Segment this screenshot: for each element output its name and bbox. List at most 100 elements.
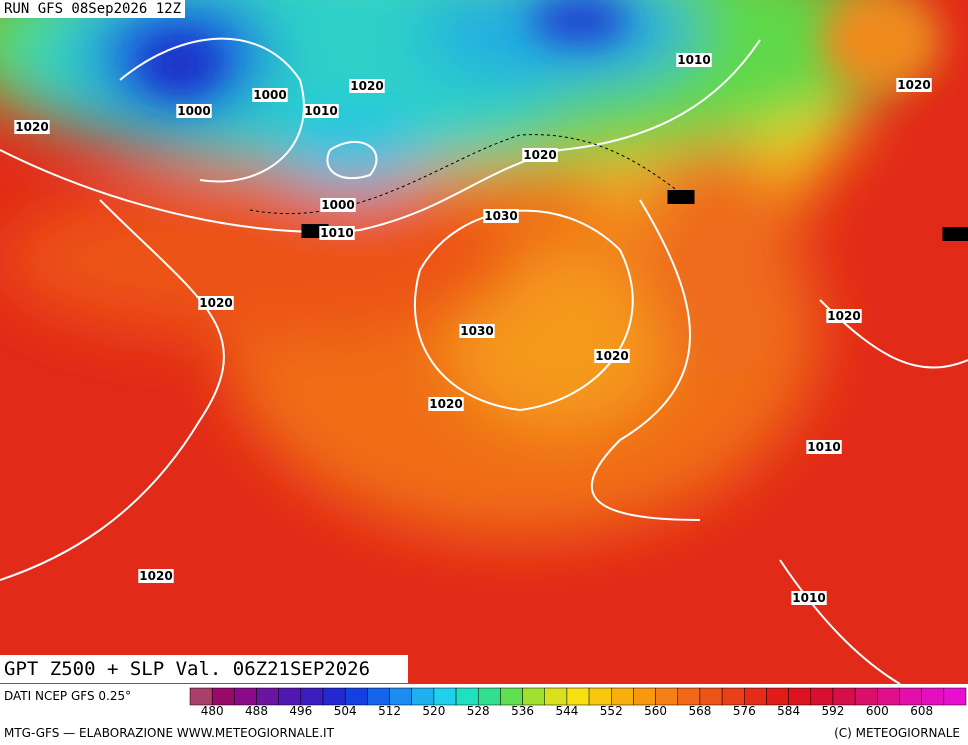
contour-label-bg [320,198,356,212]
color-swatch [344,687,368,706]
contour-label: 1010 [807,440,840,454]
color-swatch [411,687,435,706]
contour-label-bg [252,88,288,102]
credits: MTG-GFS — ELABORAZIONE WWW.METEOGIORNALE… [4,726,334,740]
color-bar-label: 600 [866,704,889,716]
contour-label: 1020 [523,148,556,162]
color-bar: 480 488 496 504 512 520 528 536 544 552 560 568 576 5… [189,687,967,716]
color-bar-label: 608 [910,704,933,716]
color-bar-label: 560 [644,704,667,716]
contour-label-bg [303,104,339,118]
contour-label: 1000 [321,198,354,212]
contour-label: 1020 [595,349,628,363]
color-bar-label: 480 [201,704,224,716]
color-bar-label: 576 [733,704,756,716]
contour-label-bg [522,148,558,162]
color-swatch [721,687,745,706]
color-swatch [810,687,834,706]
color-swatch [788,687,812,706]
contour-label-bg [14,120,50,134]
contour-label: 1020 [139,569,172,583]
contour-label: 1020 [15,120,48,134]
color-swatch [455,687,479,706]
contour-label: 1000 [253,88,286,102]
contour-label-bg [198,296,234,310]
contour-label-bg [942,227,968,241]
contour-label-bg [791,591,827,605]
contour-label-bg [826,309,862,323]
contour-label: 1030 [484,209,517,223]
color-bar-label: 512 [378,704,401,716]
contour-label: 1000 [177,104,210,118]
color-swatch [300,687,324,706]
contour-label-bg [349,79,385,93]
color-bar-label: 520 [422,704,445,716]
color-swatch [211,687,235,706]
color-bar-label: 568 [688,704,711,716]
contour-label: 1030 [460,324,493,338]
color-swatch [500,687,523,706]
color-swatch [544,687,568,706]
color-swatch [633,687,656,706]
color-bar-label: 496 [289,704,312,716]
color-bar-label: 552 [600,704,623,716]
contour-label: 1010 [304,104,337,118]
color-bar-label: 504 [334,704,357,716]
contour-label: 1020 [429,397,462,411]
run-header: RUN GFS 08Sep2026 12Z [0,0,186,18]
color-swatch [854,687,878,706]
color-swatch [433,687,457,706]
color-swatch [943,687,967,706]
color-swatch [899,687,922,706]
color-swatch [189,687,213,706]
contour-label-bg [676,53,712,67]
color-swatch [256,687,279,706]
contour-label: 1020 [827,309,860,323]
color-bar-label: 544 [555,704,578,716]
contour-label: 1020 [897,78,930,92]
color-swatch [389,687,412,706]
contour-label: 1010 [320,226,353,240]
contour-label-bg [319,226,355,240]
color-bar-label: 528 [467,704,490,716]
color-swatch [877,687,900,706]
data-source: DATI NCEP GFS 0.25° [4,689,132,703]
color-bar-label: 584 [777,704,800,716]
contour-label: 1020 [350,79,383,93]
contour-label-bg [176,104,212,118]
contour-label: 102 [943,227,968,241]
color-swatch [278,687,302,706]
contour-label: 1020 [199,296,232,310]
color-bar-label: 592 [822,704,845,716]
color-swatch [234,687,257,706]
copyright: (C) METEOGIORNALE [834,726,960,740]
map-title: GPT Z500 + SLP Val. 06Z21SEP2026 [0,655,408,683]
color-swatch [744,687,767,706]
color-swatch [566,687,590,706]
color-swatch [677,687,701,706]
contour-label-bg [483,209,519,223]
contour-label: 552 [668,190,693,204]
contour-label-bg [896,78,932,92]
color-swatch [699,687,723,706]
contour-label: 1010 [792,591,825,605]
color-swatch [477,687,501,706]
contour-label-bg [667,190,695,204]
color-swatch [655,687,679,706]
contour-label-bg [138,569,174,583]
color-swatch [832,687,856,706]
color-swatch [322,687,346,706]
color-swatch [921,687,945,706]
contour-label-bg [594,349,630,363]
contour-label-bg [806,440,842,454]
color-swatch [588,687,612,706]
color-swatch [522,687,545,706]
color-bar-label: 536 [511,704,534,716]
color-swatch [766,687,789,706]
contour-label-bg [459,324,495,338]
contour-label: 1010 [677,53,710,67]
map: 1020100010001010102010101020102055210005… [0,0,968,684]
color-swatch [611,687,634,706]
color-bar-label: 488 [245,704,268,716]
